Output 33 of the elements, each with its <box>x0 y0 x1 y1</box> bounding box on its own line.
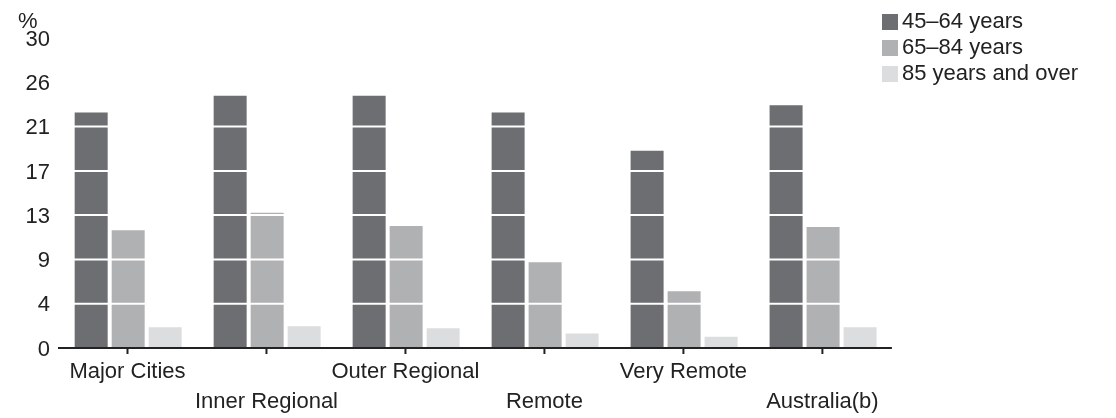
bar <box>630 150 664 348</box>
y-tick-label: 21 <box>25 114 50 140</box>
bar <box>111 230 145 348</box>
y-tick-label: 17 <box>25 158 50 184</box>
bar <box>565 333 599 348</box>
x-tick-label: Australia(b) <box>766 388 879 413</box>
x-tick-label: Inner Regional <box>194 388 339 413</box>
bar <box>352 95 386 348</box>
x-tick-label: Outer Regional <box>331 358 480 383</box>
x-tick-label: Major Cities <box>69 358 186 383</box>
legend-label: 85 years and over <box>901 60 1078 85</box>
legend-label: 65–84 years <box>901 34 1023 59</box>
x-tick-label: Remote <box>505 388 583 413</box>
bar <box>806 227 840 348</box>
bar <box>287 326 321 348</box>
y-tick-label: 13 <box>25 202 50 228</box>
bar <box>843 327 877 348</box>
bar <box>74 112 108 348</box>
y-tick-label: 9 <box>37 247 50 273</box>
bar <box>148 327 182 348</box>
bar <box>426 328 460 348</box>
bar <box>389 226 423 348</box>
bar <box>528 262 562 348</box>
bar <box>213 95 247 348</box>
x-tick-label: Very Remote <box>619 358 747 383</box>
bar <box>769 105 803 348</box>
bar <box>250 212 284 348</box>
legend-label: 45–64 years <box>901 8 1023 33</box>
y-tick-label: 4 <box>37 291 50 317</box>
y-tick-label: 26 <box>25 70 50 96</box>
y-tick-label: 0 <box>37 335 50 361</box>
bar <box>491 112 525 348</box>
bar <box>667 291 701 348</box>
